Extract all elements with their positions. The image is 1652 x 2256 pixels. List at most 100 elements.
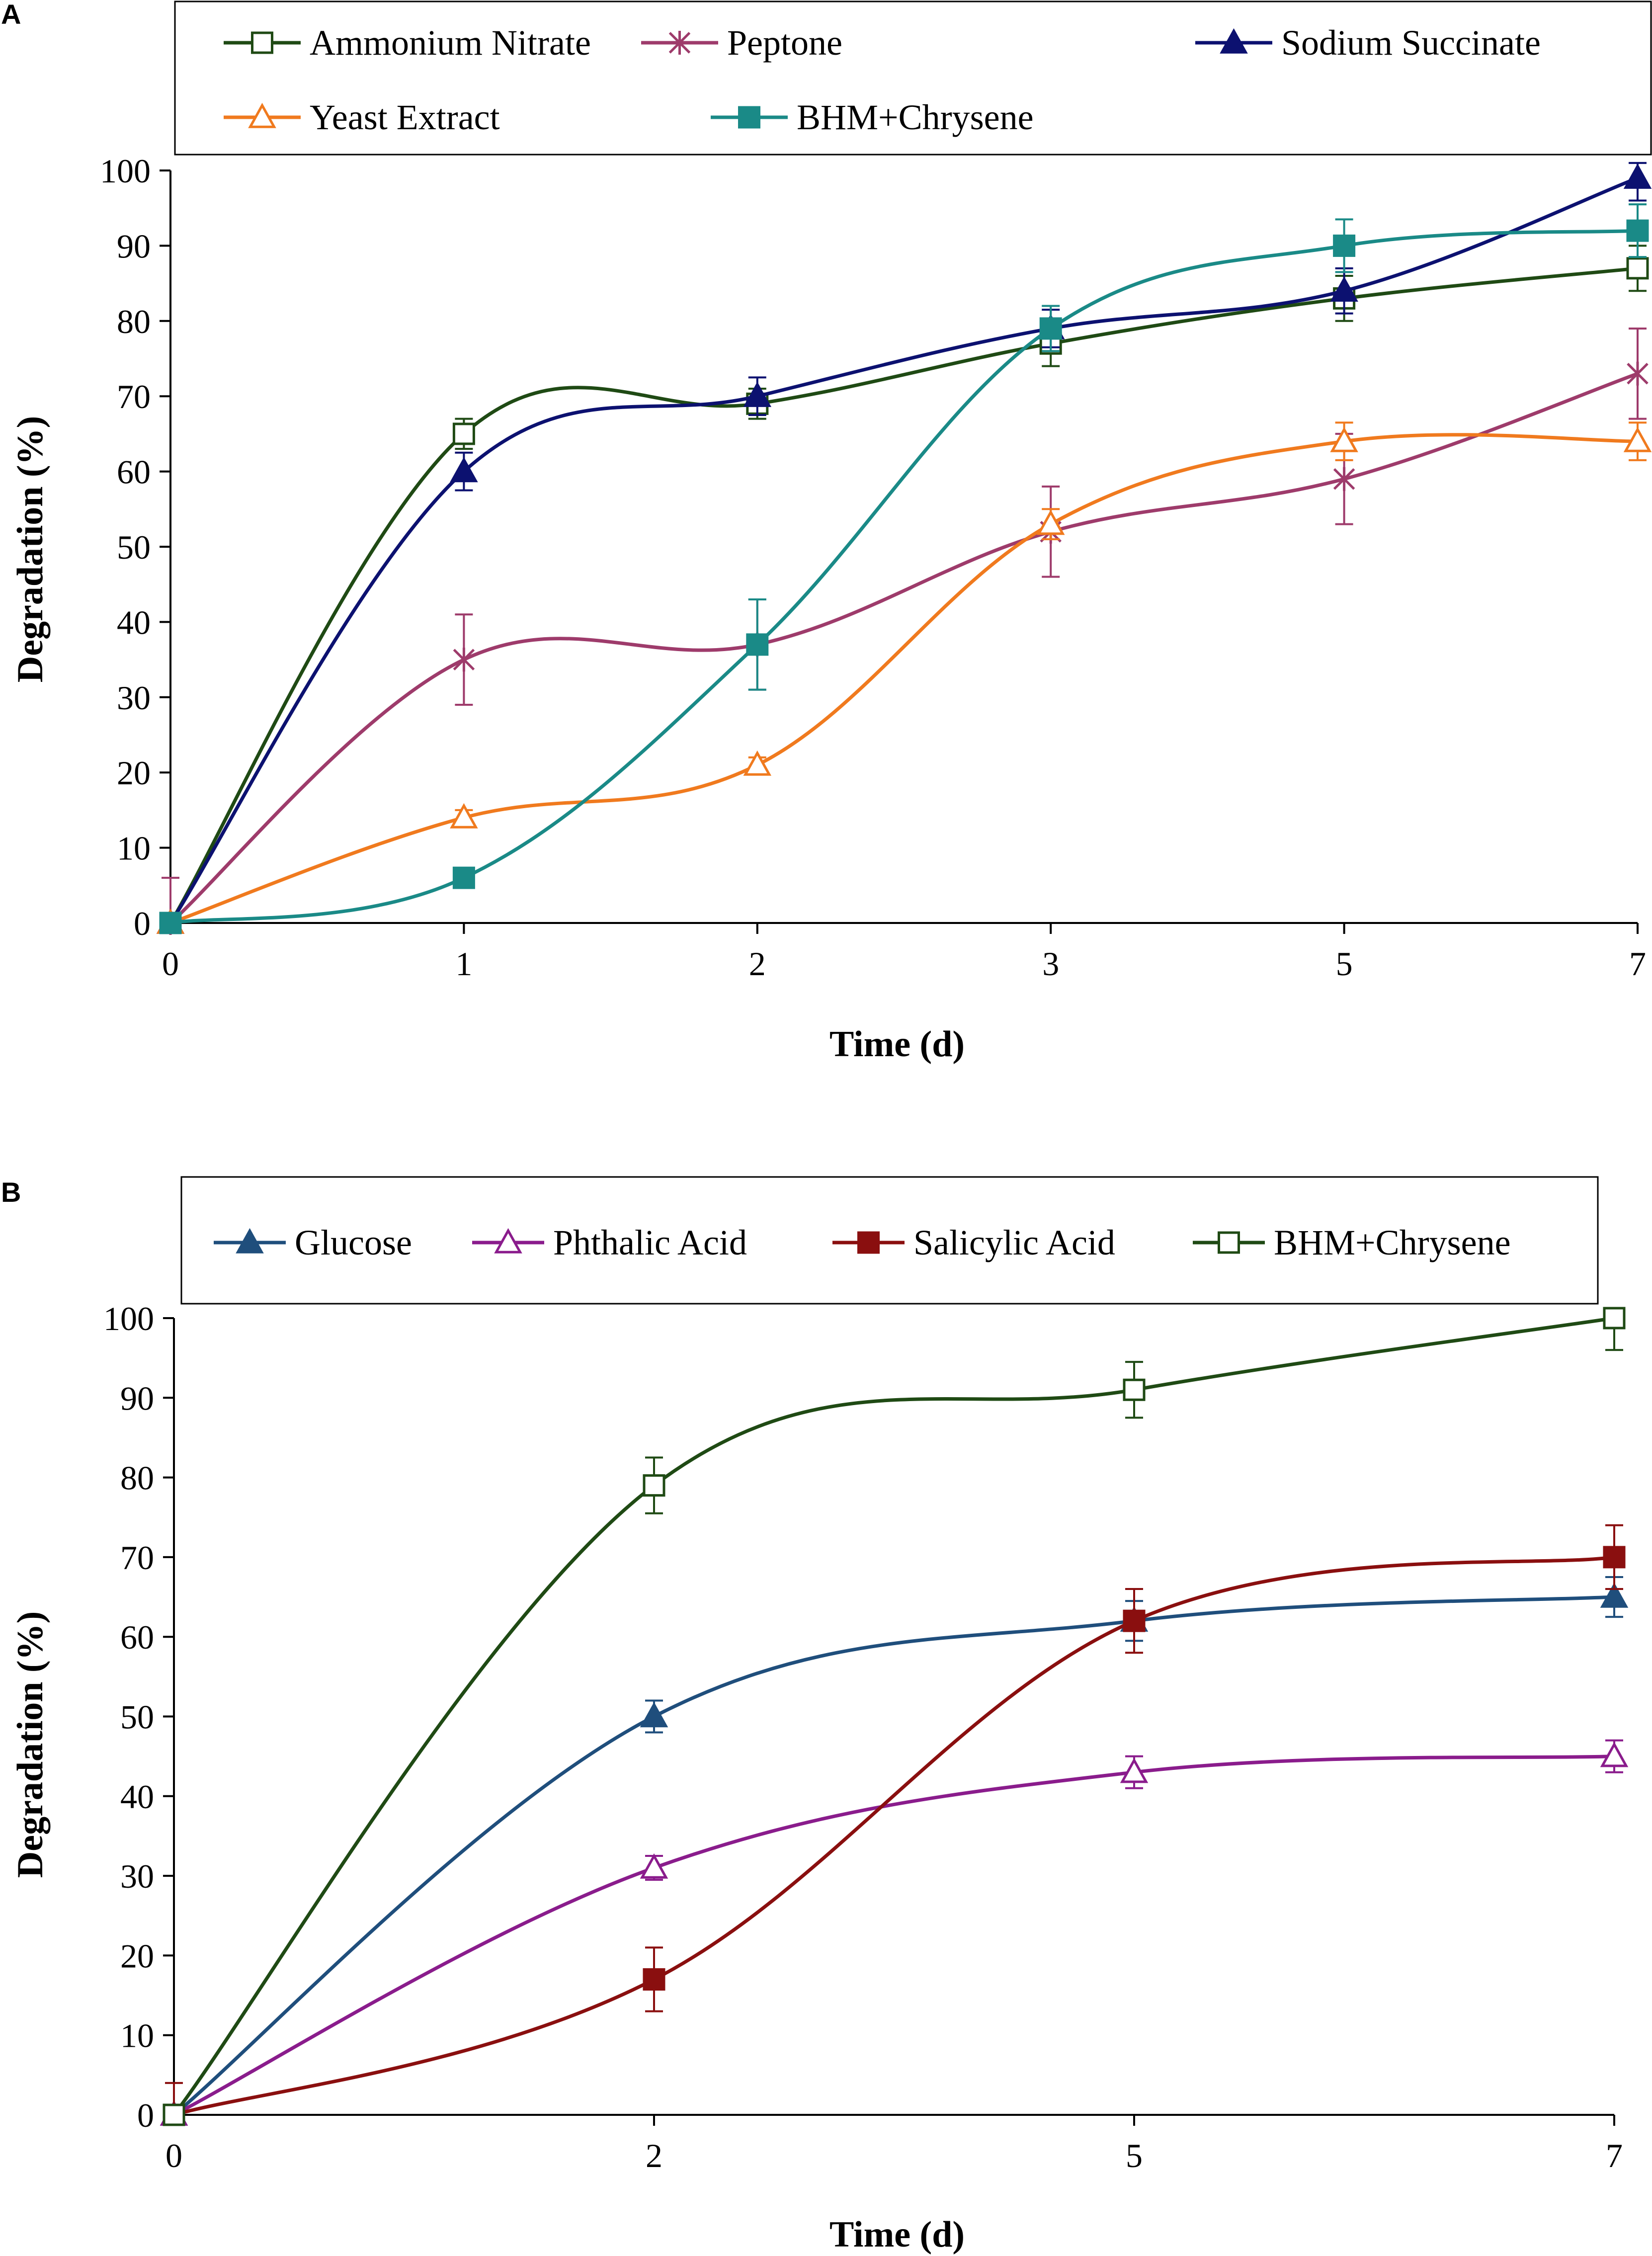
legend-label: Glucose: [295, 1223, 412, 1262]
y-tick-label: 20: [117, 754, 151, 792]
legend-marker: [248, 102, 276, 128]
y-tick-label: 60: [117, 453, 151, 491]
x-tick-label: 0: [165, 2137, 182, 2174]
series-b: [160, 1307, 1629, 2126]
series-line-glucose: [172, 1595, 1616, 2117]
legend-marker: [251, 31, 273, 54]
legend-marker: [236, 1228, 264, 1253]
data-point: [1626, 257, 1649, 280]
data-point: [1600, 1582, 1629, 1608]
legend-label: Phthalic Acid: [553, 1223, 747, 1262]
legend-marker: [1220, 28, 1248, 54]
x-tick-label: 2: [749, 945, 766, 983]
axes-a: 0 10 20 30 40 50 60 70 80 90 100 0 1 2 3 5 7: [100, 152, 1646, 983]
y-tick-label: 90: [117, 227, 151, 265]
data-point: [163, 2103, 185, 2126]
data-point: [1036, 509, 1065, 535]
legend-marker: [857, 1231, 880, 1254]
data-point: [1039, 317, 1062, 340]
legend-label: BHM+Chrysene: [1274, 1223, 1511, 1262]
data-point: [450, 803, 478, 829]
y-tick-label: 80: [120, 1459, 154, 1497]
data-point: [1333, 467, 1355, 491]
series-a: [156, 162, 1652, 935]
y-tick-label: 0: [137, 2096, 154, 2134]
data-point: [450, 457, 478, 483]
x-axis-title-b: Time (d): [829, 2214, 965, 2255]
y-tick-label: 10: [117, 830, 151, 867]
y-tick-label: 50: [120, 1698, 154, 1736]
x-tick-label: 7: [1629, 945, 1646, 983]
data-point: [1623, 163, 1652, 189]
y-tick-label: 0: [134, 905, 151, 942]
x-tick-label: 2: [646, 2137, 662, 2174]
legend-box-a: [174, 0, 1652, 156]
legend-item-salicylic-acid: Salicylic Acid: [832, 1223, 1115, 1262]
y-tick-label: 20: [120, 1937, 154, 1975]
data-point: [1330, 276, 1358, 302]
panel-letter-a: A: [1, 0, 21, 30]
series-line-yeast-extract: [168, 433, 1640, 925]
legend-label: Ammonium Nitrate: [310, 23, 591, 63]
y-tick-label: 40: [120, 1778, 154, 1816]
chart-panel-b: B Glucose Phthalic Acid Salicylic Acid BHM+…: [1, 1176, 1629, 2255]
series-line-sodium-succinate: [168, 176, 1640, 925]
data-point: [452, 866, 475, 889]
legend-label: Peptone: [727, 23, 842, 63]
legend-box-b: [180, 1176, 1599, 1305]
data-point: [1120, 1757, 1149, 1783]
series-line-phthalic-acid: [172, 1755, 1616, 2117]
y-tick-label: 70: [117, 378, 151, 416]
data-point: [453, 648, 475, 672]
data-point: [1123, 1609, 1146, 1632]
legend-label: Sodium Succinate: [1281, 23, 1541, 63]
legend-item-phthalic-acid: Phthalic Acid: [472, 1223, 747, 1262]
x-tick-label: 5: [1336, 945, 1353, 983]
legend-label: Salicylic Acid: [913, 1223, 1115, 1262]
series-line-salicylic-acid: [172, 1555, 1616, 2117]
data-point: [159, 912, 182, 934]
y-tick-label: 30: [120, 1857, 154, 1895]
legend-marker: [494, 1228, 522, 1253]
x-tick-label: 3: [1042, 945, 1059, 983]
legend-item-ammonium-nitrate: Ammonium Nitrate: [224, 23, 591, 63]
axes-b: 0 10 20 30 40 50 60 70 80 90 100 0 2 5 7: [103, 1300, 1623, 2174]
y-tick-label: 70: [120, 1539, 154, 1577]
series-salicylic-acid: [163, 1524, 1626, 2126]
x-tick-label: 7: [1606, 2137, 1623, 2174]
series-bhm-chrysene: [163, 1307, 1626, 2126]
panel-letter-b: B: [1, 1176, 21, 1208]
y-axis-title-a: Degradation (%): [10, 416, 51, 682]
series-line-peptone: [168, 372, 1640, 925]
y-tick-label: 100: [100, 152, 151, 190]
data-point: [1123, 1378, 1146, 1401]
data-point: [743, 750, 772, 776]
y-tick-label: 90: [120, 1379, 154, 1417]
data-point: [1330, 426, 1358, 452]
data-point: [1627, 361, 1649, 386]
y-axis-title-b: Degradation (%): [10, 1611, 51, 1878]
series-glucose: [160, 1576, 1629, 2126]
x-tick-label: 1: [455, 945, 472, 983]
data-point: [1603, 1307, 1626, 1330]
data-point: [746, 633, 769, 656]
x-tick-label: 5: [1126, 2137, 1143, 2174]
data-point: [640, 1853, 668, 1879]
y-tick-label: 30: [117, 679, 151, 717]
series-bhm-chrysene: [159, 203, 1649, 934]
y-tick-label: 40: [117, 603, 151, 641]
legend-label: BHM+Chrysene: [797, 97, 1034, 137]
series-line-ammonium-nitrate: [168, 266, 1640, 925]
y-tick-label: 60: [120, 1618, 154, 1656]
legend-label: Yeast Extract: [310, 97, 500, 137]
legend-item-yeast-extract: Yeast Extract: [224, 97, 500, 137]
series-line-bhm-chrysene: [168, 229, 1640, 925]
data-point: [1623, 426, 1652, 452]
series-line-bhm-chrysene: [172, 1316, 1616, 2117]
series-phthalic-acid: [160, 1739, 1629, 2126]
data-point: [1333, 234, 1356, 257]
data-point: [743, 382, 772, 407]
legend-marker: [738, 106, 760, 129]
data-point: [1600, 1742, 1629, 1767]
